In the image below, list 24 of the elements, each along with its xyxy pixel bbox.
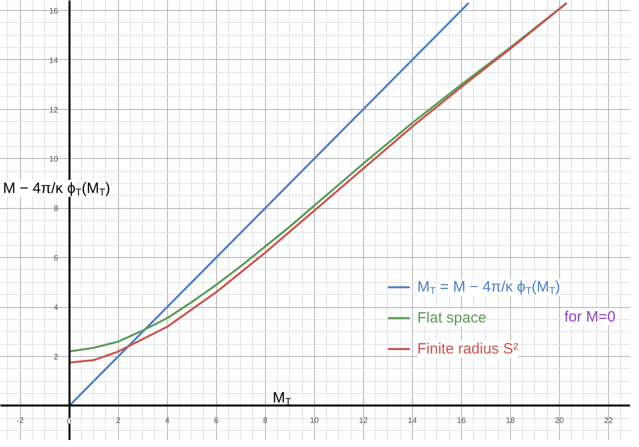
x-tick-label: 18: [506, 416, 516, 425]
x-tick-label: 16: [456, 416, 466, 425]
x-tick-label: 4: [164, 416, 170, 425]
legend-label: Flat space: [417, 310, 486, 327]
y-tick-label: 10: [49, 154, 59, 164]
y-tick-label: 6: [54, 254, 59, 263]
x-tick-label: -2: [16, 416, 24, 425]
x-tick-label: 6: [214, 416, 219, 425]
x-tick-label: 22: [604, 416, 614, 425]
x-tick-label: 8: [263, 416, 268, 425]
y-tick-label: 14: [49, 56, 59, 65]
x-tick-label: 0: [66, 416, 72, 426]
x-tick-label: 2: [116, 416, 121, 425]
annotation: for M=0: [564, 308, 616, 326]
y-tick-label: 16: [49, 6, 59, 16]
y-tick-label: 8: [54, 204, 59, 214]
x-tick-label: 14: [408, 416, 418, 425]
x-tick-label: 10: [310, 416, 320, 425]
x-tick-label: 20: [554, 416, 564, 425]
y-tick-label: 4: [54, 303, 59, 312]
y-tick-label: 12: [49, 105, 59, 114]
y-tick-label: 2: [54, 352, 59, 362]
x-tick-label: 12: [358, 416, 368, 425]
legend-label: Finite radius S²: [417, 340, 518, 358]
